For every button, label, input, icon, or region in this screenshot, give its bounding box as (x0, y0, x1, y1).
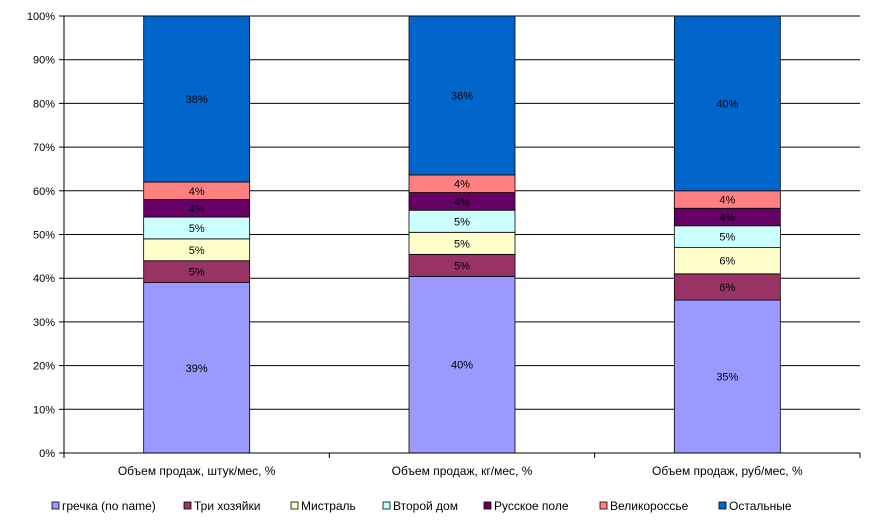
legend-swatch (382, 501, 391, 510)
legend-swatch (183, 501, 192, 510)
legend-swatch (718, 501, 727, 510)
legend-label: Три хозяйки (194, 499, 260, 513)
bar-data-label: 4% (454, 179, 470, 191)
legend: гречка (no name) Три хозяйки Мистраль Второ… (51, 499, 792, 513)
legend-label: Мистраль (301, 499, 356, 513)
legend-label: Остальные (729, 499, 792, 513)
legend-swatch (483, 501, 492, 510)
y-tick-label: 90% (33, 55, 55, 67)
legend-item: Остальные (718, 499, 792, 513)
y-tick-label: 20% (33, 361, 55, 373)
bar-data-label: 5% (189, 245, 205, 257)
bar-data-label: 38% (186, 94, 208, 106)
bar-data-label: 5% (454, 216, 470, 228)
bar-data-label: 5% (189, 267, 205, 279)
bar-data-label: 36% (451, 90, 473, 102)
bar-segment (673, 247, 781, 275)
legend-item: гречка (no name) (51, 499, 156, 513)
axes: 0% 10% 20% 30% 40% 50% 60% 70% 80% 90% 100% Объем п… (27, 11, 861, 478)
legend-label: Великороссье (610, 499, 689, 513)
bar-data-label: 4% (719, 195, 735, 207)
legend-label: Второй дом (393, 499, 458, 513)
y-tick-label: 0% (39, 448, 55, 460)
bar-segment (673, 299, 781, 454)
legend-swatch (599, 501, 608, 510)
bar-segment (143, 282, 251, 454)
y-tick-label: 70% (33, 142, 55, 154)
bar-data-label: 6% (719, 256, 735, 268)
legend-item: Великороссье (599, 499, 689, 513)
x-category-label: Объем продаж, кг/мес, % (392, 464, 533, 478)
bar-data-label: 40% (451, 360, 473, 372)
legend-item: Три хозяйки (183, 499, 260, 513)
legend-label: Русское поле (494, 499, 569, 513)
y-tick-label: 40% (33, 273, 55, 285)
bar-data-label: 6% (719, 282, 735, 294)
bar-data-label: 5% (454, 260, 470, 272)
bar-data-label: 4% (454, 196, 470, 208)
y-tick-label: 100% (27, 11, 55, 23)
bar-data-label: 39% (186, 363, 208, 375)
bar-data-label: 4% (189, 203, 205, 215)
legend-item: Мистраль (290, 499, 356, 513)
bar-data-label: 4% (719, 212, 735, 224)
legend-swatch (51, 501, 60, 510)
bars (143, 15, 781, 454)
y-tick-label: 60% (33, 186, 55, 198)
legend-label: гречка (no name) (62, 499, 156, 513)
bar-data-label: 4% (189, 186, 205, 198)
x-category-label: Объем продаж, штук/мес, % (118, 464, 276, 478)
bar-segment (673, 273, 781, 301)
bar-segment (408, 15, 516, 176)
y-tick-label: 30% (33, 317, 55, 329)
data-labels: 39% 5% 5% 5% 4% 4% 38% 40% 5% 5% 5% 4% 4% 36% 35% 6% 6% 5… (186, 90, 739, 383)
x-category-label: Объем продаж, руб/мес, % (652, 464, 803, 478)
bar-segment (673, 15, 781, 192)
bar-segment (143, 15, 251, 183)
bar-data-label: 5% (454, 238, 470, 250)
legend-item: Русское поле (483, 499, 569, 513)
bar-data-label: 40% (716, 98, 738, 110)
bar-data-label: 5% (189, 223, 205, 235)
y-tick-label: 80% (33, 98, 55, 110)
legend-swatch (290, 501, 299, 510)
bar-data-label: 35% (716, 372, 738, 384)
legend-item: Второй дом (382, 499, 458, 513)
y-tick-label: 50% (33, 230, 55, 242)
y-tick-label: 10% (33, 404, 55, 416)
bar-data-label: 5% (719, 232, 735, 244)
